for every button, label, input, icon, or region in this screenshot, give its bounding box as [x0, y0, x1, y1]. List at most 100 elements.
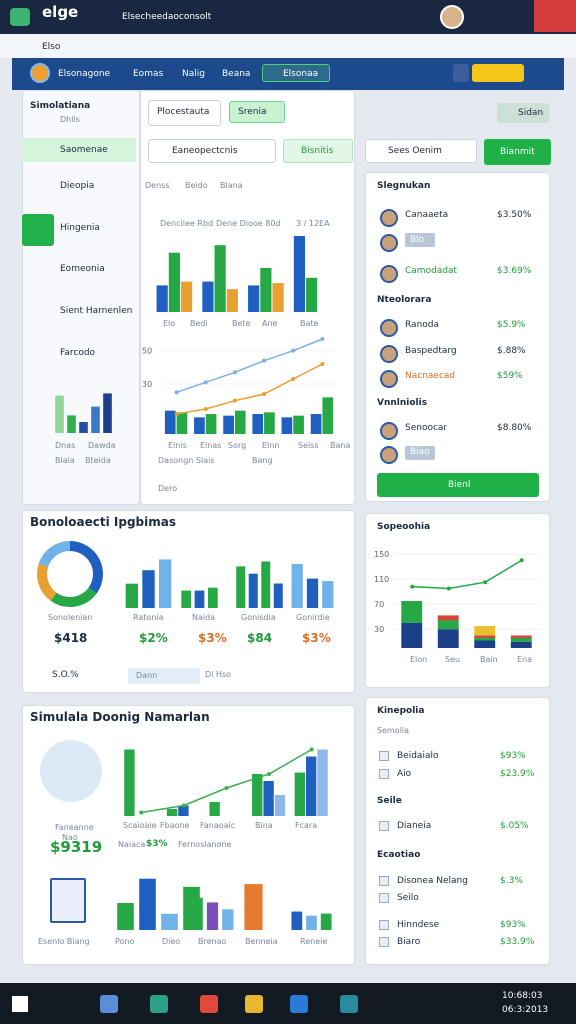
- bar: [260, 267, 272, 312]
- amount: $9319: [50, 838, 103, 856]
- button-label[interactable]: Bianmit: [500, 147, 535, 157]
- search-button[interactable]: [283, 139, 353, 163]
- nav-item[interactable]: Beana: [222, 69, 251, 79]
- input[interactable]: [128, 668, 200, 684]
- taskbar-icon[interactable]: [245, 995, 263, 1013]
- x-label: Bate: [300, 319, 319, 328]
- nav-item[interactable]: Nalig: [182, 69, 205, 79]
- card-title: Slegnukan: [377, 181, 431, 191]
- input-text[interactable]: Dann: [136, 671, 158, 680]
- bar: [236, 566, 246, 608]
- bar: [401, 601, 423, 623]
- sidebar-item[interactable]: Hingenia: [60, 223, 100, 233]
- title-bar: [0, 0, 576, 34]
- row-icon: [379, 920, 389, 930]
- value: $418: [54, 631, 88, 645]
- bar: [437, 620, 459, 630]
- bar: [317, 749, 328, 816]
- taskbar-icon[interactable]: [100, 995, 118, 1013]
- bar: [194, 590, 205, 608]
- search-text[interactable]: Sees Oenim: [388, 146, 442, 156]
- button-label[interactable]: Bienl: [448, 480, 471, 490]
- point: [232, 370, 237, 375]
- chart-label: Bteida: [85, 456, 111, 465]
- bar: [264, 412, 275, 434]
- sidebar-item[interactable]: Saomenae: [60, 145, 108, 155]
- avatar: [380, 370, 398, 388]
- x-label: Elo: [163, 319, 176, 328]
- card-title: Sopeoohia: [377, 522, 431, 532]
- bar: [510, 641, 532, 648]
- bar: [322, 581, 334, 608]
- taskbar-icon[interactable]: [150, 995, 168, 1013]
- bar: [164, 410, 176, 434]
- legend: Dene Diooe 80d: [216, 219, 281, 228]
- close-button[interactable]: [534, 0, 576, 32]
- y-tick-label: 110: [374, 575, 389, 584]
- line: [141, 748, 313, 814]
- taskbar-icon[interactable]: [200, 995, 218, 1013]
- header-action[interactable]: Elsonaa: [283, 69, 319, 79]
- start-button[interactable]: [12, 996, 28, 1012]
- taskbar: [0, 983, 576, 1024]
- chart: [191, 897, 234, 930]
- search-box[interactable]: [148, 139, 276, 163]
- right-button[interactable]: [497, 103, 549, 123]
- tag-label: Biao: [410, 447, 430, 457]
- tab-active[interactable]: [148, 100, 221, 126]
- row-icon: [379, 937, 389, 947]
- bar: [281, 417, 293, 434]
- bar: [252, 414, 264, 434]
- x-label: Ena: [517, 655, 533, 664]
- sidebar-active[interactable]: [22, 138, 136, 162]
- app-logo: [10, 8, 30, 26]
- right-search[interactable]: [365, 139, 477, 163]
- legend: Dencilee Rbd: [160, 219, 214, 228]
- brand-logo: [30, 63, 50, 83]
- document-icon: [50, 878, 86, 923]
- bar: [208, 587, 218, 608]
- tab-title: Elsecheedaoconsolt: [122, 12, 212, 22]
- bar: [55, 395, 64, 433]
- point: [174, 390, 179, 395]
- row-value: $8.80%: [497, 423, 532, 433]
- point: [139, 810, 144, 815]
- x-label: Bana: [330, 441, 351, 450]
- header-icon[interactable]: [453, 64, 469, 82]
- header-cta[interactable]: [472, 64, 524, 82]
- header-button[interactable]: [262, 64, 330, 82]
- avatar: [380, 234, 398, 252]
- button-label[interactable]: Bisnitis: [301, 146, 334, 156]
- x-label: Ane: [262, 319, 278, 328]
- card-title: Simulala Doonig Namarlan: [30, 710, 210, 724]
- search-text[interactable]: Eaneopectcnis: [172, 146, 238, 156]
- tab[interactable]: [229, 101, 285, 123]
- x-label: Seu: [445, 655, 461, 664]
- row-value: $59%: [497, 371, 523, 381]
- tab-label[interactable]: Srenia: [238, 107, 267, 117]
- row-value: $.88%: [497, 346, 526, 356]
- sidebar-item[interactable]: Eomeonia: [60, 264, 105, 274]
- card-button[interactable]: [377, 473, 539, 497]
- right-button-green[interactable]: [484, 139, 551, 165]
- line: [176, 363, 323, 415]
- sidebar-item[interactable]: Dieopia: [60, 181, 95, 191]
- button-label[interactable]: Sidan: [518, 108, 544, 118]
- taskbar-icon[interactable]: [290, 995, 308, 1013]
- filter[interactable]: Blana: [220, 181, 243, 190]
- bar: [244, 884, 263, 930]
- x-label: Pono: [115, 937, 135, 946]
- filter[interactable]: Denss: [145, 181, 170, 190]
- avatar: [380, 446, 398, 464]
- bar: [180, 281, 193, 312]
- row-value: $5.9%: [497, 320, 526, 330]
- taskbar-icon[interactable]: [340, 995, 358, 1013]
- tab-label[interactable]: Plocestauta: [157, 107, 210, 117]
- nav-item[interactable]: Eomas: [133, 69, 164, 79]
- sidebar-item[interactable]: Sient Harnenlen: [60, 306, 133, 316]
- sidebar-item[interactable]: Farcodo: [60, 348, 96, 358]
- row-value: $23.9%: [500, 769, 535, 779]
- x-label: Brenao: [198, 937, 227, 946]
- filter[interactable]: Beido: [185, 181, 208, 190]
